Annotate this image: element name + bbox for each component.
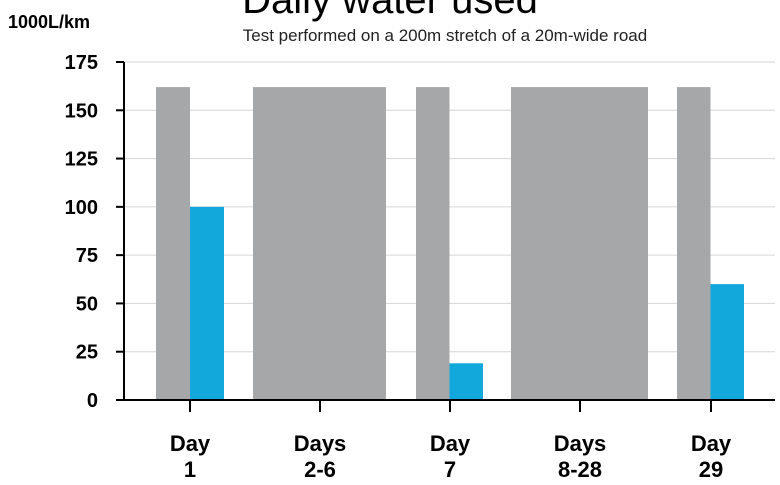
bar — [156, 87, 190, 400]
x-tick-label-line2: 29 — [699, 457, 723, 482]
y-tick-label: 125 — [65, 149, 98, 171]
bar — [511, 87, 648, 400]
x-tick-label-line2: 8-28 — [558, 457, 602, 482]
bar — [416, 87, 450, 400]
bar — [710, 284, 744, 400]
x-tick-label-line1: Days — [294, 431, 347, 456]
y-tick-label: 75 — [76, 245, 98, 267]
y-axis-unit-label: 1000L/km — [8, 12, 91, 32]
y-tick-label: 175 — [65, 52, 98, 74]
y-tick-label: 0 — [87, 390, 98, 412]
x-tick-label-line2: 2-6 — [304, 457, 336, 482]
bar — [253, 87, 386, 400]
y-tick-label: 150 — [65, 100, 98, 122]
x-tick-label-line2: 1 — [184, 457, 196, 482]
x-tick-label-line1: Day — [430, 431, 471, 456]
bar — [190, 206, 224, 400]
bars — [156, 87, 744, 400]
chart-subtitle: Test performed on a 200m stretch of a 20… — [242, 26, 648, 45]
x-tick-label-line1: Day — [691, 431, 732, 456]
y-tick-label: 50 — [76, 293, 98, 315]
bar — [677, 87, 711, 400]
bar — [449, 363, 483, 400]
x-tick-label-line2: 7 — [444, 457, 456, 482]
axes — [116, 61, 775, 412]
y-tick-labels: 0 25 50 75 100 125 150 175 — [65, 52, 98, 412]
x-tick-label-line1: Day — [170, 431, 211, 456]
y-tick-label: 25 — [76, 342, 98, 364]
chart-title: Daily water used — [242, 0, 538, 22]
x-tick-label-line1: Days — [554, 431, 607, 456]
y-tick-label: 100 — [65, 197, 98, 219]
